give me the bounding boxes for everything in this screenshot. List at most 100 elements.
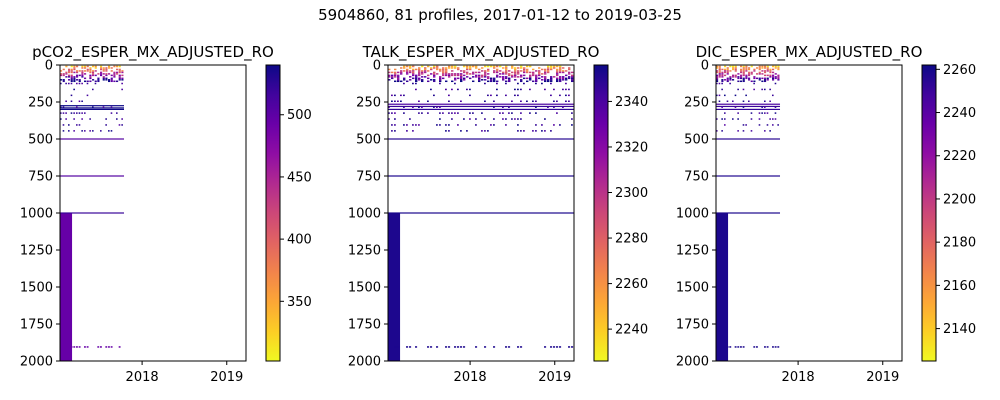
- deep-cell: [97, 346, 100, 348]
- surface-cell: [571, 76, 574, 78]
- subsurface-cell: [772, 94, 774, 97]
- surface-cell: [433, 76, 436, 78]
- subsurface-cell: [73, 130, 75, 132]
- subsurface-cell: [118, 124, 121, 126]
- surface-cell: [406, 80, 409, 83]
- surface-cell: [457, 74, 460, 77]
- surface-cell: [742, 68, 745, 71]
- surface-cell: [118, 70, 121, 72]
- y-tick-label: 1000: [676, 207, 709, 222]
- surface-cell: [403, 65, 406, 68]
- surface-cell: [523, 68, 526, 71]
- y-tick-label: 500: [684, 133, 709, 148]
- surface-cell: [415, 76, 418, 78]
- surface-cell: [105, 70, 108, 72]
- surface-cell: [65, 76, 68, 78]
- surface-cell: [76, 74, 79, 77]
- subsurface-cell: [774, 118, 777, 120]
- surface-cell: [538, 67, 541, 69]
- surface-cell: [466, 71, 469, 74]
- surface-cell: [454, 79, 457, 81]
- deep-cell: [753, 346, 756, 348]
- chart-panel-1: pCO2_ESPER_MX_ADJUSTED_RO0 250 500 750 1000 1…: [20, 43, 312, 385]
- surface-cell: [466, 73, 469, 75]
- surface-cell: [108, 67, 111, 69]
- x-tick-label: 2018: [782, 370, 815, 385]
- surface-cell: [748, 67, 751, 69]
- surface-cell: [412, 73, 415, 75]
- surface-cell: [493, 80, 496, 83]
- surface-cell: [73, 68, 76, 71]
- subsurface-cell: [84, 112, 86, 114]
- surface-cell: [110, 80, 113, 83]
- subsurface-cell: [742, 100, 745, 103]
- surface-cell: [740, 70, 743, 72]
- surface-cell: [105, 73, 108, 75]
- surface-cell: [568, 73, 571, 75]
- surface-cell: [430, 73, 433, 75]
- subsurface-cell: [460, 100, 462, 103]
- subsurface-cell: [716, 118, 718, 120]
- surface-cell: [766, 65, 769, 68]
- surface-cell: [60, 74, 63, 77]
- subsurface-cell: [737, 88, 739, 91]
- surface-cell: [716, 80, 719, 83]
- surface-cell: [484, 70, 487, 72]
- surface-cell: [409, 67, 412, 69]
- surface-cell: [421, 79, 424, 81]
- surface-cell: [472, 71, 475, 74]
- surface-cell: [774, 67, 777, 69]
- subsurface-cell: [724, 118, 726, 120]
- surface-cell: [484, 71, 487, 74]
- deep-cell: [118, 346, 121, 348]
- subsurface-cell: [92, 130, 94, 132]
- surface-cell: [463, 70, 466, 72]
- surface-cell: [68, 71, 71, 74]
- surface-cell: [756, 77, 759, 80]
- surface-cell: [769, 74, 772, 77]
- y-tick-label: 1750: [348, 318, 381, 333]
- subsurface-cell: [78, 82, 81, 85]
- deep-cell: [726, 346, 729, 348]
- subsurface-cell: [745, 124, 747, 126]
- surface-cell: [418, 67, 421, 69]
- surface-cell: [718, 67, 721, 69]
- surface-cell: [397, 79, 400, 81]
- surface-cell: [766, 70, 769, 72]
- surface-cell: [73, 71, 76, 74]
- surface-cell: [70, 80, 73, 83]
- surface-cell: [118, 74, 121, 77]
- surface-cell: [535, 76, 538, 78]
- surface-cell: [113, 71, 116, 74]
- surface-cell: [409, 71, 412, 74]
- surface-cell: [745, 65, 748, 68]
- surface-cell: [406, 73, 409, 75]
- subsurface-cell: [764, 100, 766, 103]
- surface-cell: [520, 67, 523, 69]
- surface-cell: [535, 79, 538, 81]
- subsurface-cell: [448, 130, 450, 132]
- surface-cell: [496, 80, 499, 83]
- surface-cell: [502, 67, 505, 69]
- subsurface-cell: [774, 106, 777, 108]
- surface-cell: [460, 73, 463, 75]
- subsurface-cell: [523, 130, 525, 132]
- surface-cell: [732, 74, 735, 77]
- heatmap-cells: [716, 65, 781, 361]
- surface-cell: [478, 77, 481, 80]
- surface-cell: [430, 68, 433, 71]
- surface-cell: [777, 68, 780, 71]
- subsurface-cell: [454, 112, 456, 114]
- surface-cell: [403, 77, 406, 80]
- surface-cell: [433, 79, 436, 81]
- surface-cell: [65, 71, 68, 74]
- figure-suptitle: 5904860, 81 profiles, 2017-01-12 to 2019…: [318, 6, 682, 24]
- surface-cell: [748, 74, 751, 77]
- subsurface-cell: [553, 124, 555, 126]
- subsurface-cell: [721, 106, 723, 108]
- surface-cell: [94, 67, 97, 69]
- subsurface-cell: [571, 112, 573, 114]
- surface-cell: [487, 77, 490, 80]
- surface-cell: [121, 71, 124, 74]
- deep-cell: [108, 346, 110, 348]
